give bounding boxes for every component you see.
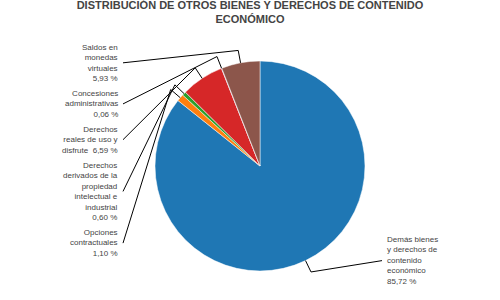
svg-text:Saldos enmonedasvirtuales5,93: Saldos enmonedasvirtuales5,93 % bbox=[82, 43, 118, 83]
svg-text:Demás bienesy derechos deconte: Demás bienesy derechos decontenidoeconóm… bbox=[387, 235, 438, 286]
svg-text:Opcionescontractuales1,10 %: Opcionescontractuales1,10 % bbox=[70, 228, 118, 258]
svg-text:DISTRIBUCIÓN DE OTROS BIENES Y: DISTRIBUCIÓN DE OTROS BIENES Y DERECHOS … bbox=[77, 0, 424, 25]
svg-text:Derechosreales de uso ydisfrut: Derechosreales de uso ydisfrute 6,59 % bbox=[62, 125, 118, 155]
svg-text:Derechosderivados de lapropied: Derechosderivados de lapropiedadintelect… bbox=[63, 161, 118, 222]
svg-text:Concesionesadministrativas0,06: Concesionesadministrativas0,06 % bbox=[65, 89, 118, 119]
